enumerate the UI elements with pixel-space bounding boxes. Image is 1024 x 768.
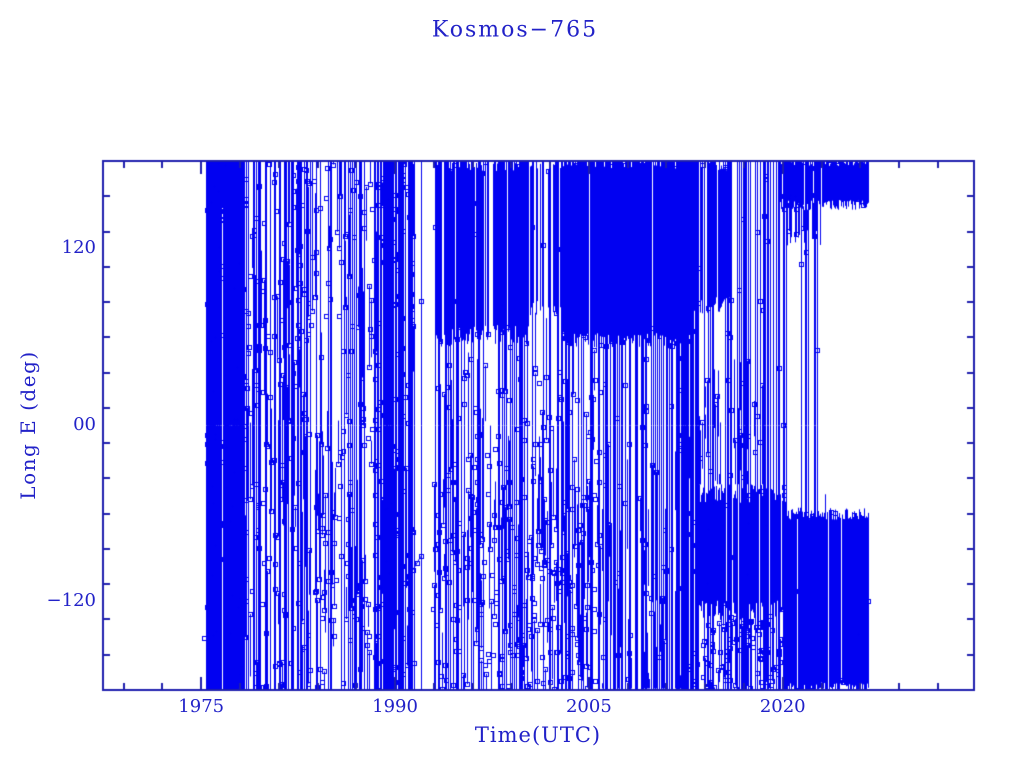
x-axis-title: Time(UTC) xyxy=(474,723,602,747)
y-tick-label-120: 120 xyxy=(61,237,96,259)
x-tick-label-2005: 2005 xyxy=(565,696,612,717)
y-tick-label-0: 00 xyxy=(73,413,96,435)
chart-title: Kosmos−765 xyxy=(431,17,599,43)
x-tick-label-1975: 1975 xyxy=(178,696,225,717)
y-tick-label--120: −120 xyxy=(46,589,96,611)
x-tick-label-1990: 1990 xyxy=(372,696,418,717)
x-tick-label-2020: 2020 xyxy=(759,696,806,717)
